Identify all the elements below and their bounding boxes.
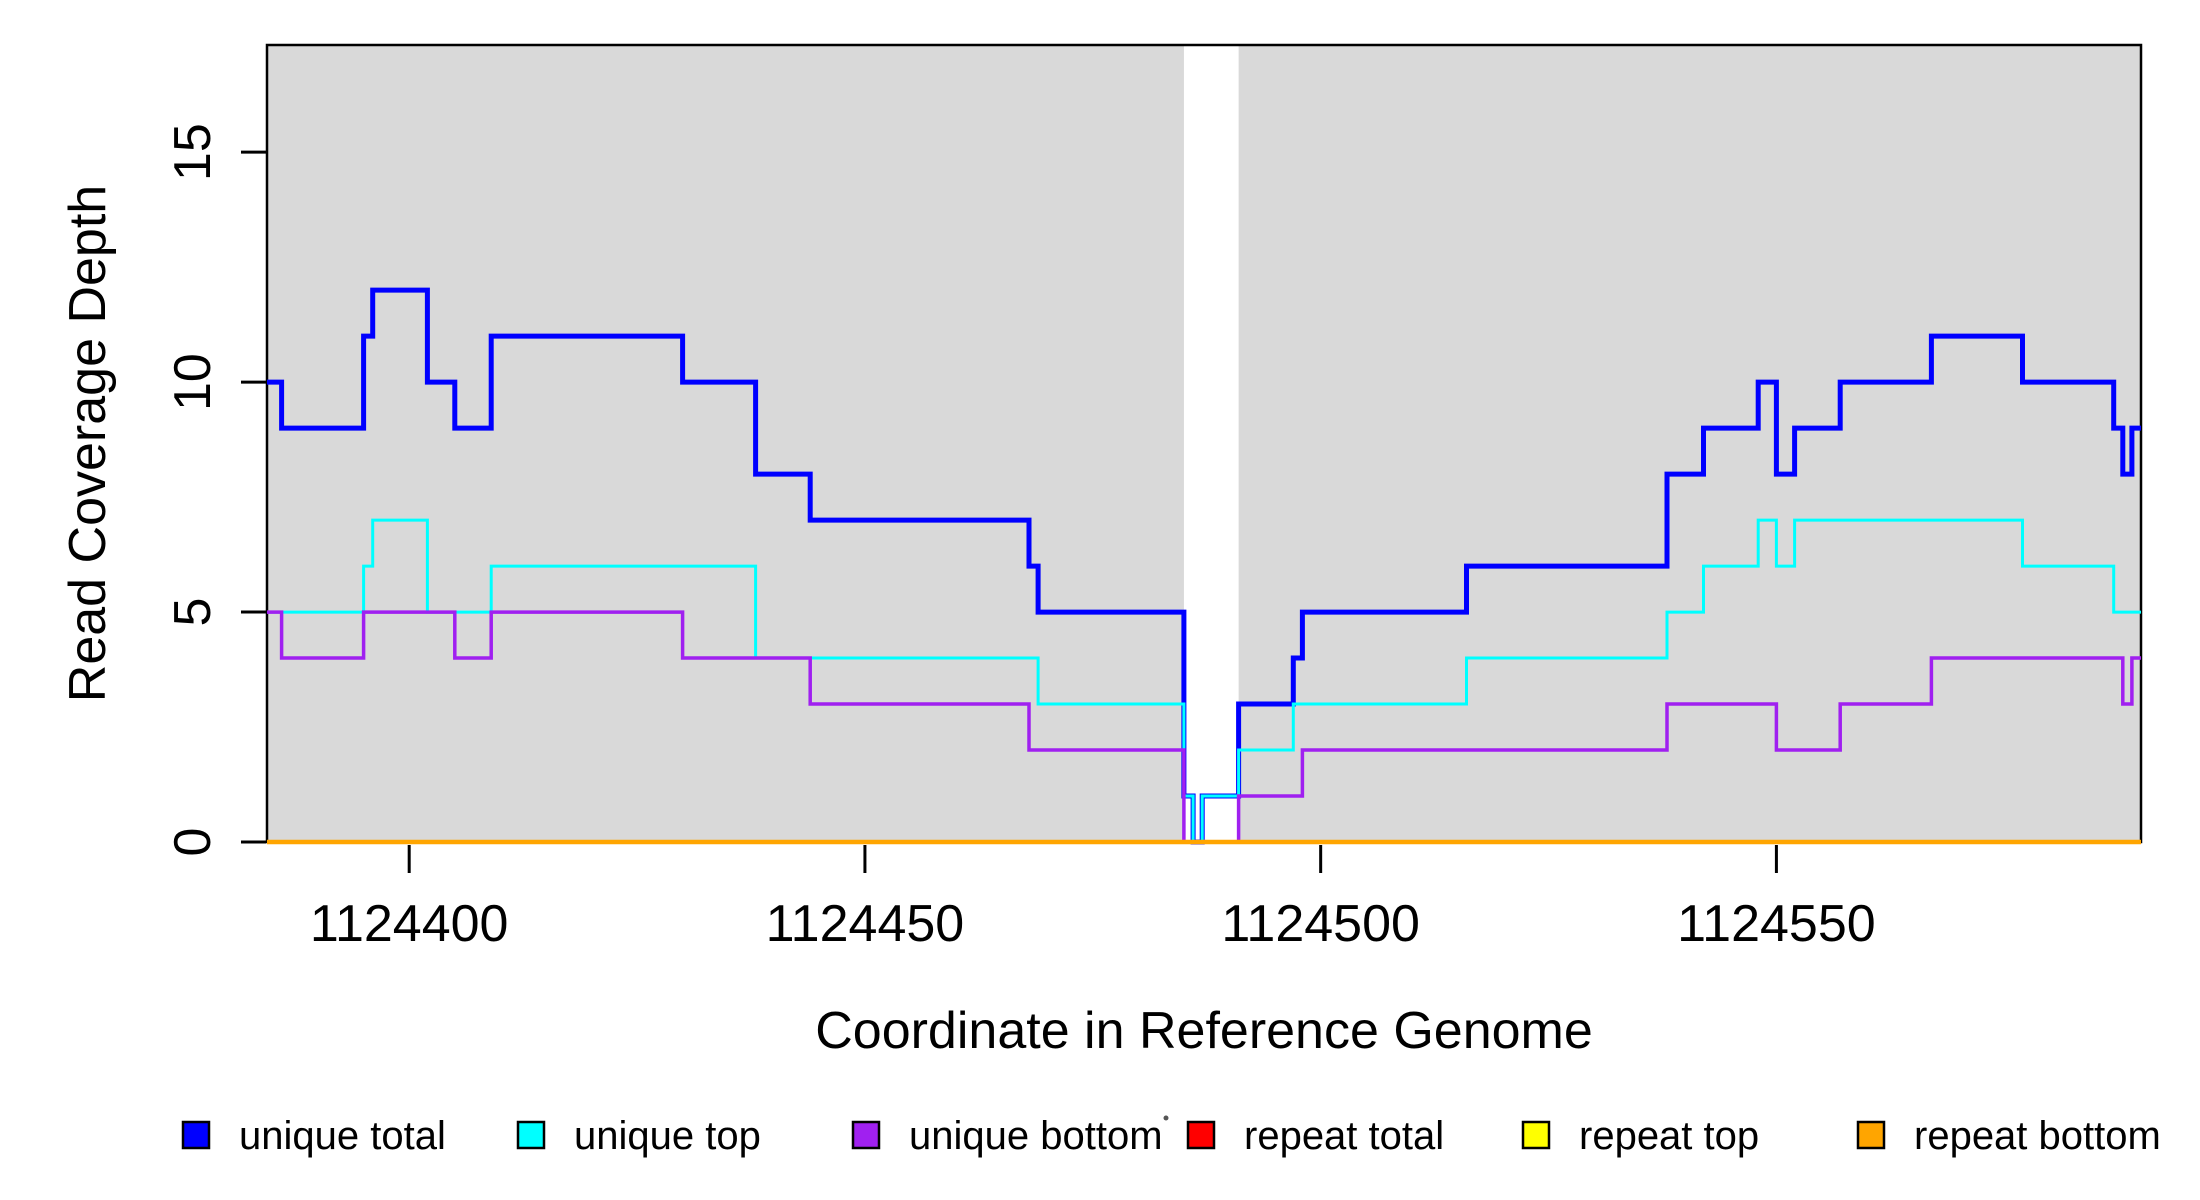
y-tick-label: 0 — [164, 828, 222, 857]
legend-label: unique top — [574, 1114, 761, 1158]
x-tick-label: 1124500 — [1221, 895, 1420, 953]
legend-item-repeat-bottom: repeat bottom — [1856, 1114, 2161, 1158]
legend-item-unique-bottom: unique bottom — [851, 1114, 1163, 1158]
y-tick-label: 5 — [164, 598, 222, 627]
coverage-gap-band — [1183, 45, 1239, 842]
legend-swatch-icon — [181, 1120, 211, 1150]
legend-swatch-icon — [1856, 1120, 1886, 1150]
legend-label: unique total — [239, 1114, 446, 1158]
legend-item-unique-total: unique total — [181, 1114, 446, 1158]
legend-swatch-icon — [851, 1120, 881, 1150]
x-tick-label: 1124450 — [766, 895, 965, 953]
legend-label: repeat total — [1244, 1114, 1444, 1158]
legend: unique total unique top unique bottom repea… — [181, 1114, 2161, 1158]
legend-label: unique bottom — [909, 1114, 1163, 1158]
legend-label: repeat bottom — [1914, 1114, 2161, 1158]
y-tick-label: 10 — [164, 353, 222, 411]
legend-label: repeat top — [1579, 1114, 1759, 1158]
stray-dot-mark — [1163, 1115, 1169, 1121]
legend-item-unique-top: unique top — [516, 1114, 761, 1158]
legend-swatch-icon — [1521, 1120, 1551, 1150]
legend-item-repeat-top: repeat top — [1521, 1114, 1759, 1158]
x-axis-title: Coordinate in Reference Genome — [815, 1002, 1593, 1060]
legend-swatch-icon — [516, 1120, 546, 1150]
y-tick-label: 15 — [164, 123, 222, 181]
x-tick-label: 1124400 — [310, 895, 509, 953]
legend-swatch-icon — [1186, 1120, 1216, 1150]
legend-item-repeat-total: repeat total — [1186, 1114, 1444, 1158]
x-tick-label: 1124550 — [1677, 895, 1876, 953]
y-axis-title: Read Coverage Depth — [59, 185, 117, 702]
series-line-unique-top — [267, 518, 2141, 844]
